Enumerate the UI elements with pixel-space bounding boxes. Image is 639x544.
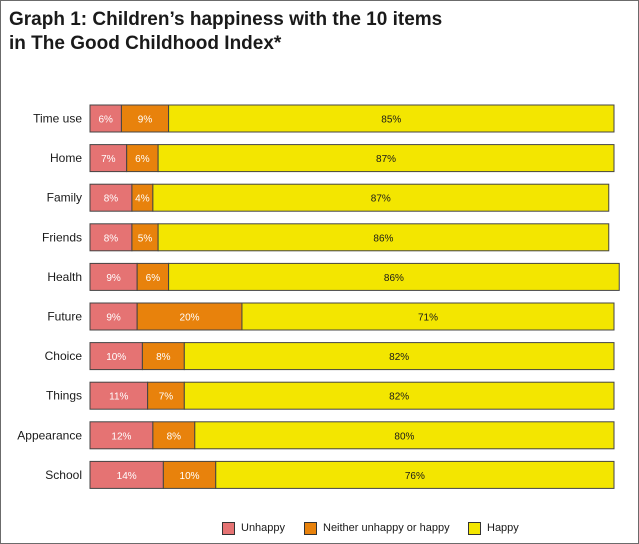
data-label-unhappy-school: 14%: [117, 471, 137, 482]
legend-label-happy: Happy: [487, 522, 519, 534]
bar-segment-happy-choice: [183, 342, 615, 371]
category-label-appearance: Appearance: [17, 428, 82, 442]
data-label-happy-appearance: 80%: [394, 431, 414, 442]
legend-item-neither: Neither unhappy or happy: [304, 518, 450, 538]
data-label-happy-friends: 86%: [373, 233, 393, 244]
data-label-unhappy-family: 8%: [104, 194, 119, 205]
legend-label-neither: Neither unhappy or happy: [323, 522, 450, 534]
bar-segment-unhappy-home: [89, 144, 128, 173]
bar-segment-neither-school: [162, 460, 217, 489]
category-label-friends: Friends: [42, 230, 82, 244]
data-label-neither-health: 6%: [146, 273, 161, 284]
legend-swatch-happy: [468, 521, 481, 535]
bar-row-home: Home 7% 6% 87%: [50, 144, 615, 173]
legend-swatch-unhappy: [222, 521, 235, 535]
bar-segment-unhappy-family: [89, 183, 133, 212]
chart-title-line-2: in The Good Childhood Index*: [9, 33, 282, 54]
bar-segment-unhappy-health: [89, 262, 138, 291]
category-label-things: Things: [46, 389, 82, 403]
bar-segment-unhappy-choice: [89, 342, 143, 371]
bar-segment-neither-home: [126, 144, 159, 173]
legend-item-unhappy: Unhappy: [222, 518, 285, 538]
bar-row-future: Future 9% 20% 71%: [47, 302, 615, 331]
data-label-happy-future: 71%: [418, 313, 438, 324]
data-label-neither-family: 4%: [135, 194, 150, 205]
data-label-unhappy-appearance: 12%: [111, 431, 131, 442]
data-label-unhappy-home: 7%: [101, 154, 116, 165]
category-label-family: Family: [47, 191, 82, 205]
legend: Unhappy Neither unhappy or happy Happy: [0, 518, 639, 538]
bar-segment-neither-choice: [141, 342, 185, 371]
data-label-neither-choice: 8%: [156, 352, 171, 363]
data-label-unhappy-friends: 8%: [104, 233, 119, 244]
category-label-time-use: Time use: [33, 112, 82, 126]
data-label-unhappy-health: 9%: [106, 273, 121, 284]
bar-segment-neither-things: [147, 381, 185, 410]
data-label-unhappy-future: 9%: [106, 313, 121, 324]
bar-row-things: Things 11% 7% 82%: [46, 381, 615, 410]
bar-segment-happy-future: [241, 302, 615, 331]
bar-segment-neither-appearance: [152, 421, 196, 450]
bar-segment-neither-friends: [131, 223, 159, 252]
category-label-school: School: [45, 468, 82, 482]
bar-segment-happy-school: [215, 460, 615, 489]
data-label-happy-family: 87%: [371, 194, 391, 205]
category-label-health: Health: [47, 270, 82, 284]
bar-segment-unhappy-friends: [89, 223, 133, 252]
bar-segment-unhappy-things: [89, 381, 149, 410]
bar-row-health: Health 9% 6% 86%: [47, 262, 620, 291]
bar-row-time-use: Time use 6% 9% 85%: [33, 104, 615, 133]
data-label-neither-school: 10%: [180, 471, 200, 482]
data-label-neither-future: 20%: [180, 313, 200, 324]
category-label-home: Home: [50, 151, 82, 165]
bar-row-appearance: Appearance 12% 8% 80%: [17, 421, 615, 450]
data-label-neither-friends: 5%: [138, 233, 153, 244]
data-label-happy-home: 87%: [376, 154, 396, 165]
data-label-happy-things: 82%: [389, 392, 409, 403]
bar-segment-unhappy-appearance: [89, 421, 154, 450]
bar-segment-happy-things: [183, 381, 615, 410]
chart-title: Graph 1: Children’s happiness with the 1…: [9, 8, 609, 56]
category-label-choice: Choice: [45, 349, 83, 363]
legend-swatch-neither: [304, 521, 317, 535]
data-label-unhappy-time-use: 6%: [98, 115, 113, 126]
bar-segment-happy-family: [152, 183, 610, 212]
data-label-unhappy-things: 11%: [109, 392, 128, 403]
bar-row-choice: Choice 10% 8% 82%: [45, 342, 615, 371]
data-label-neither-appearance: 8%: [167, 431, 182, 442]
data-label-unhappy-choice: 10%: [106, 352, 126, 363]
chart-title-line-1: Graph 1: Children’s happiness with the 1…: [9, 9, 443, 30]
bar-segment-unhappy-future: [89, 302, 138, 331]
bar-segment-happy-health: [168, 262, 620, 291]
data-label-neither-home: 6%: [135, 154, 150, 165]
bar-row-friends: Friends 8% 5% 86%: [42, 223, 610, 252]
data-label-happy-time-use: 85%: [381, 115, 401, 126]
bar-segment-neither-health: [136, 262, 170, 291]
legend-label-unhappy: Unhappy: [241, 522, 286, 534]
bar-segment-happy-time-use: [168, 104, 615, 133]
legend-item-happy: Happy: [468, 518, 519, 538]
bar-segment-neither-time-use: [120, 104, 170, 133]
data-label-neither-time-use: 9%: [138, 115, 153, 126]
bar-segment-happy-friends: [157, 223, 610, 252]
data-label-neither-things: 7%: [159, 392, 174, 403]
bar-segment-happy-appearance: [194, 421, 615, 450]
bar-row-family: Family 8% 4% 87%: [47, 183, 610, 212]
data-label-happy-health: 86%: [384, 273, 404, 284]
category-label-future: Future: [47, 310, 82, 324]
data-label-happy-school: 76%: [405, 471, 425, 482]
bar-segment-happy-home: [157, 144, 615, 173]
data-label-happy-choice: 82%: [389, 352, 409, 363]
bar-row-school: School 14% 10% 76%: [45, 460, 615, 489]
